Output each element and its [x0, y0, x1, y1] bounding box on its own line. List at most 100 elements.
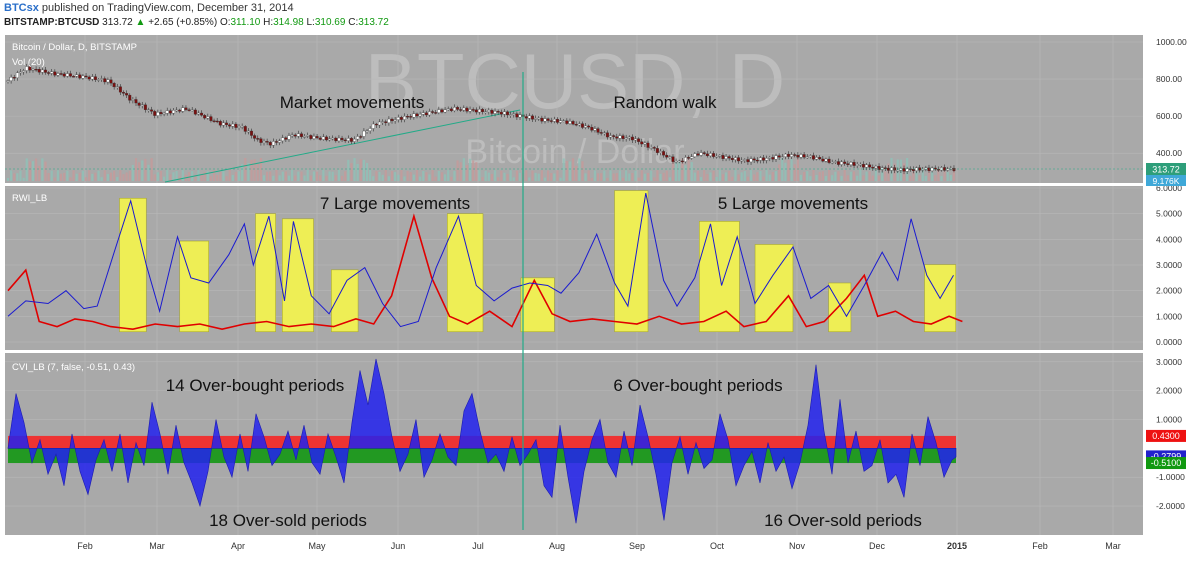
candle: [203, 115, 207, 119]
volume-bar: [203, 172, 206, 181]
high-label: H:: [263, 17, 274, 28]
candle: [143, 104, 147, 110]
candle: [484, 111, 488, 113]
candle: [540, 117, 544, 122]
volume-bar: [827, 170, 831, 181]
candle: [911, 169, 915, 171]
candle: [321, 136, 325, 140]
volume-bar: [406, 171, 409, 181]
candle: [290, 134, 294, 137]
candle: [215, 120, 219, 123]
volume-bar: [397, 174, 400, 181]
volume-bar: [378, 171, 381, 181]
volume-bar: [656, 170, 659, 181]
volume-bar: [493, 170, 497, 181]
candle: [53, 71, 57, 76]
open-label: O:: [219, 17, 231, 28]
candle: [19, 71, 22, 74]
volume-bar: [721, 174, 725, 181]
volume-bar: [16, 173, 19, 181]
candle: [218, 121, 222, 126]
time-axis[interactable]: Feb Mar Apr May Jun Jul Aug Sep Oct Nov Dec 2015 Feb…: [77, 541, 1121, 551]
candle: [256, 138, 260, 140]
band-lower-tag-bg: [1146, 457, 1186, 470]
volume-bar: [344, 171, 347, 181]
x-tick-label: Jun: [391, 541, 406, 551]
candle: [677, 160, 681, 163]
volume-bar: [91, 173, 94, 181]
volume-bar: [600, 173, 603, 181]
candle: [465, 107, 469, 112]
volume-bar: [431, 170, 434, 181]
volume-bar: [937, 170, 940, 181]
highlight-period: [255, 213, 276, 333]
candle: [181, 107, 185, 112]
volume-bar: [525, 170, 528, 181]
candle: [281, 137, 285, 142]
cvi-last-tag: -0.2799: [1151, 451, 1182, 461]
candle: [62, 73, 66, 77]
candle: [115, 86, 119, 88]
volume-bar: [309, 175, 312, 181]
volume-bar: [297, 171, 300, 181]
volume-bar: [653, 177, 656, 181]
candle: [6, 80, 10, 82]
candle: [328, 138, 332, 141]
volume-bar: [287, 175, 291, 181]
candle: [852, 162, 856, 166]
volume-bar: [943, 171, 946, 181]
volume-bar: [372, 176, 375, 181]
volume-bar: [931, 171, 934, 181]
volume-bar: [540, 170, 543, 181]
candle: [730, 158, 734, 160]
candle: [596, 128, 600, 133]
volume-bar: [856, 175, 859, 181]
volume-bar: [531, 170, 534, 181]
candle: [796, 154, 800, 158]
candle: [556, 118, 559, 123]
volume-bar: [22, 177, 25, 181]
volume-bar: [731, 176, 734, 181]
candle: [696, 153, 700, 156]
volume-bar: [749, 170, 753, 181]
volume-bar: [247, 163, 250, 181]
candle: [865, 164, 868, 168]
highlight-period: [754, 244, 794, 333]
candle: [774, 155, 778, 160]
price-panel[interactable]: [5, 35, 1143, 183]
volume-bar: [259, 158, 262, 181]
y-tick-label: 1.0000: [1156, 414, 1182, 424]
volume-bar: [762, 176, 765, 181]
volume-bar: [394, 172, 397, 181]
rwi-panel[interactable]: [5, 186, 1143, 350]
candle: [690, 156, 694, 159]
candle: [858, 164, 862, 166]
volume-bar: [799, 174, 803, 181]
volume-bar: [484, 170, 487, 181]
volume-bar: [381, 174, 384, 181]
annotation-7-large-movements: 7 Large movements: [320, 194, 470, 213]
price-axis[interactable]: 1000.00 800.00 600.00 400.00 6.0000 5.0000 4.0…: [1156, 37, 1187, 511]
x-tick-label: Sep: [629, 541, 645, 551]
candle: [209, 116, 213, 121]
volume-bar: [350, 163, 353, 181]
candle: [65, 73, 69, 77]
candle: [580, 123, 584, 128]
volume-bar: [262, 175, 266, 181]
volume-bar: [172, 172, 175, 181]
volume-bar: [846, 175, 849, 181]
candle: [287, 135, 291, 140]
candle: [237, 126, 241, 128]
x-tick-label: Mar: [1105, 541, 1121, 551]
author-name[interactable]: BTCsx: [4, 2, 39, 14]
candle: [356, 136, 360, 140]
candle: [159, 112, 163, 115]
candle: [303, 136, 307, 138]
candle: [605, 132, 609, 138]
volume-bar: [812, 170, 815, 181]
candle: [97, 79, 100, 81]
volume-bar: [125, 172, 128, 181]
candle: [125, 93, 129, 96]
volume-bar: [284, 171, 287, 181]
